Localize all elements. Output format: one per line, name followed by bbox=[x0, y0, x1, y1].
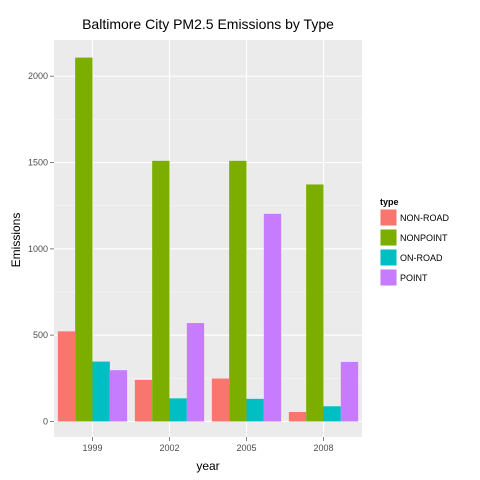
legend-title: type bbox=[380, 197, 399, 207]
x-tick-label: 2005 bbox=[236, 443, 256, 453]
x-tick-label: 1999 bbox=[82, 443, 102, 453]
bars bbox=[57, 57, 359, 422]
bar-nonpoint-2005 bbox=[229, 160, 247, 422]
bar-point-2008 bbox=[340, 361, 359, 422]
y-axis: 0 500 1000 1500 2000 bbox=[28, 71, 54, 426]
x-tick-label: 2008 bbox=[313, 443, 333, 453]
legend-label-point: POINT bbox=[400, 273, 428, 283]
bar-non-road-1999 bbox=[57, 331, 76, 422]
bar-non-road-2005 bbox=[211, 378, 230, 422]
legend-label-nonpoint: NONPOINT bbox=[400, 233, 448, 243]
bar-on-road-2008 bbox=[323, 406, 341, 422]
bar-on-road-2002 bbox=[169, 398, 187, 422]
bar-non-road-2002 bbox=[134, 379, 153, 422]
legend-swatch-point bbox=[380, 269, 397, 286]
y-tick-label: 1500 bbox=[28, 158, 48, 168]
legend-label-non-road: NON-ROAD bbox=[400, 213, 449, 223]
y-tick-label: 500 bbox=[33, 330, 48, 340]
y-tick-label: 2000 bbox=[28, 71, 48, 81]
y-axis-title: Emissions bbox=[9, 213, 23, 268]
bar-nonpoint-2008 bbox=[306, 184, 324, 422]
bar-point-2005 bbox=[263, 213, 282, 422]
bar-non-road-2008 bbox=[288, 411, 307, 422]
legend-swatch-nonpoint bbox=[380, 229, 397, 246]
bar-on-road-1999 bbox=[92, 361, 110, 422]
legend-label-on-road: ON-ROAD bbox=[400, 253, 443, 263]
bar-point-2002 bbox=[186, 323, 205, 422]
bar-nonpoint-2002 bbox=[152, 160, 170, 422]
y-tick-label: 1000 bbox=[28, 244, 48, 254]
y-tick-label: 0 bbox=[43, 416, 48, 426]
legend-swatch-non-road bbox=[380, 209, 397, 226]
chart-title: Baltimore City PM2.5 Emissions by Type bbox=[82, 16, 334, 32]
x-tick-label: 2002 bbox=[159, 443, 179, 453]
legend: type NON-ROAD NONPOINT ON-ROAD POINT bbox=[379, 197, 449, 287]
bar-point-1999 bbox=[109, 370, 128, 422]
x-axis: 1999 2002 2005 2008 bbox=[82, 437, 334, 453]
x-axis-title: year bbox=[196, 459, 219, 473]
bar-nonpoint-1999 bbox=[75, 57, 93, 422]
bar-on-road-2005 bbox=[246, 398, 264, 422]
legend-swatch-on-road bbox=[380, 249, 397, 266]
